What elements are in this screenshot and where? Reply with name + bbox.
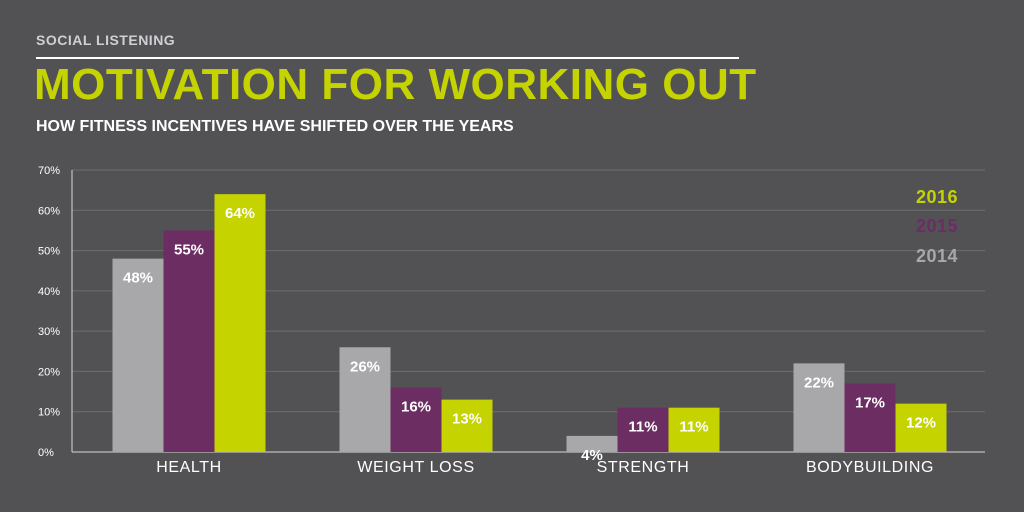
bar-value-label: 26% [350,358,380,375]
bar-value-label: 17% [855,395,885,412]
bar-2015 [163,230,215,452]
bar-2014 [793,363,845,452]
bar-value-label: 11% [679,419,708,436]
bar-value-label: 55% [174,241,204,258]
chart-subtitle: HOW FITNESS INCENTIVES HAVE SHIFTED OVER… [36,118,514,135]
bar-2016 [214,194,266,452]
bar-value-label: 12% [906,415,936,432]
x-category-label: STRENGTH [597,459,690,476]
bar-value-label: 22% [804,374,834,391]
bar-2014 [566,435,618,452]
bar-2016 [895,403,947,452]
x-category-label: HEALTH [156,459,222,476]
bar-value-label: 16% [401,399,431,416]
y-tick-label: 10% [38,407,60,419]
section-kicker: SOCIAL LISTENING [36,32,176,48]
bar-2016 [668,407,720,452]
x-category-label: BODYBUILDING [806,459,934,476]
x-category-label: WEIGHT LOSS [357,459,474,476]
y-tick-label: 50% [38,246,60,258]
y-tick-label: 0% [38,447,54,459]
bar-value-label: 13% [452,411,482,428]
bar-value-label: 4% [581,447,603,464]
y-tick-label: 60% [38,205,60,217]
chart-title: MOTIVATION FOR WORKING OUT [34,60,757,109]
bar-2014 [112,258,164,452]
y-tick-label: 70% [38,165,60,177]
bar-2014 [339,347,391,452]
header-divider [36,57,739,59]
bar-2015 [617,407,669,452]
bar-2015 [390,387,442,452]
y-tick-label: 20% [38,366,60,378]
legend-item-2014: 2014 [916,246,958,266]
bar-value-label: 48% [123,270,153,287]
bar-value-label: 64% [225,205,255,222]
legend-item-2016: 2016 [916,187,958,207]
y-tick-label: 30% [38,326,60,338]
bar-value-label: 11% [628,419,657,436]
y-tick-label: 40% [38,286,60,298]
bar-2015 [844,383,896,452]
legend-item-2015: 2015 [916,216,958,236]
bar-2016 [441,399,493,452]
